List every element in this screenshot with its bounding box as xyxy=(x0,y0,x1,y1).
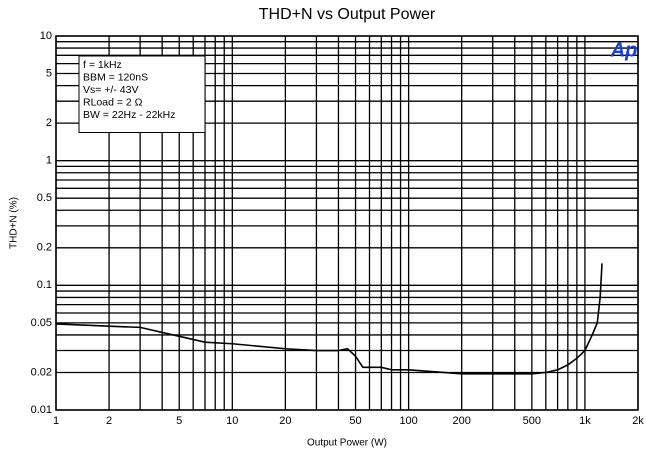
annotation-text: f = 1kHz xyxy=(83,59,122,71)
x-tick-label: 1 xyxy=(53,415,59,427)
annotation-text: Vs= +/- 43V xyxy=(83,84,138,96)
logo: Ap xyxy=(610,39,638,61)
y-tick-label: 2 xyxy=(46,117,52,129)
x-tick-label: 100 xyxy=(399,415,417,427)
x-tick-label: 10 xyxy=(226,415,238,427)
x-tick-label: 1k xyxy=(579,415,591,427)
annotation-text: RLoad = 2 Ω xyxy=(83,96,143,108)
y-tick-label: 1 xyxy=(46,155,52,167)
y-tick-label: 0.1 xyxy=(37,279,52,291)
y-tick-label: 0.2 xyxy=(37,242,52,254)
x-tick-label: 5 xyxy=(176,415,182,427)
y-tick-label: 5 xyxy=(46,67,52,79)
annotation-box xyxy=(78,55,206,133)
y-tick-label: 10 xyxy=(40,30,52,42)
annotation-text: BW = 22Hz - 22kHz xyxy=(83,109,176,121)
x-tick-label: 500 xyxy=(523,415,541,427)
annotation-text: BBM = 120nS xyxy=(83,71,148,83)
y-tick-label: 0.01 xyxy=(31,404,52,416)
x-tick-label: 50 xyxy=(349,415,361,427)
y-tick-label: 0.05 xyxy=(31,317,52,329)
y-axis-label: THD+N (%) xyxy=(9,197,20,249)
x-tick-label: 20 xyxy=(279,415,291,427)
x-tick-label: 200 xyxy=(453,415,471,427)
x-axis-label: Output Power (W) xyxy=(307,438,387,449)
data-line xyxy=(55,263,603,375)
x-tick-label: 2 xyxy=(106,415,112,427)
chart-title: THD+N vs Output Power xyxy=(259,6,436,23)
x-tick-label: 2k xyxy=(632,415,644,427)
y-tick-label: 0.5 xyxy=(37,192,52,204)
y-tick-label: 0.02 xyxy=(31,366,52,378)
